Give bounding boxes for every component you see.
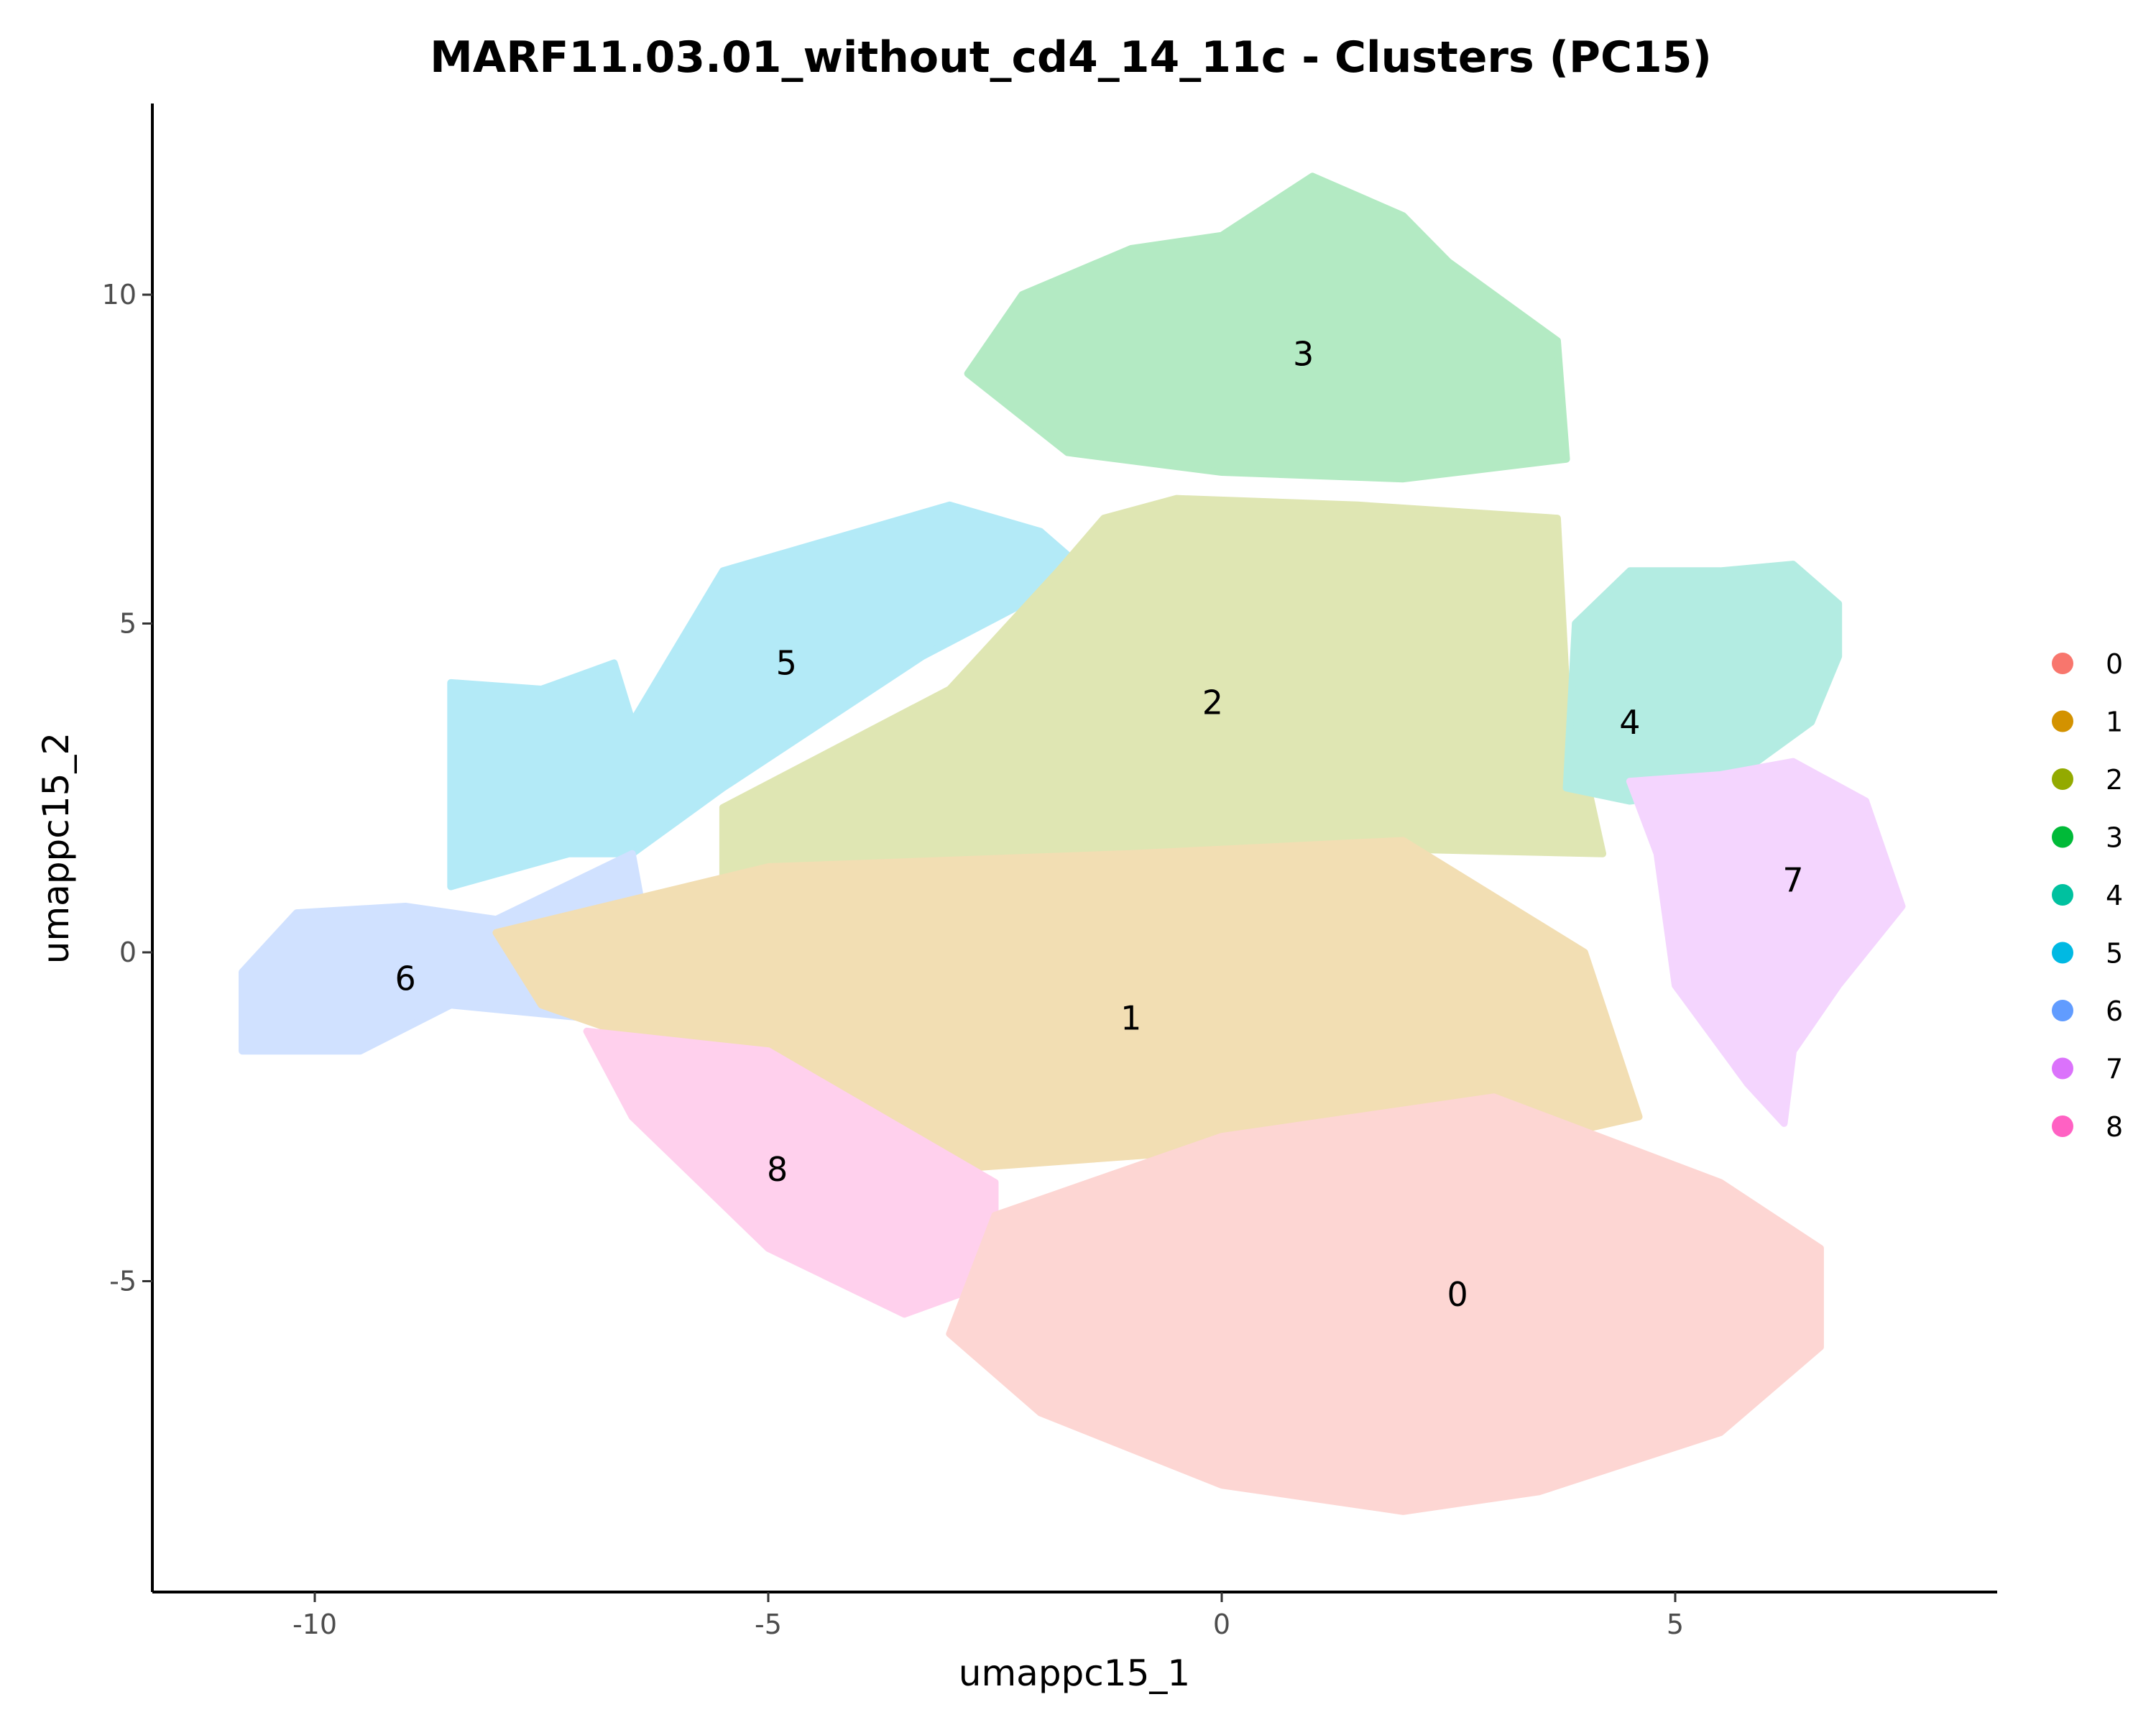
legend-swatch-0 [2052,653,2073,674]
legend-swatch-1 [2052,710,2073,732]
y-tick-label: 5 [119,608,137,640]
chart-title: MARF11.03.01_without_cd4_14_11c - Cluste… [430,32,1712,83]
cluster-label-6: 6 [395,960,416,998]
cluster-label-7: 7 [1782,860,1803,899]
y-tick-label: 0 [119,937,137,968]
cluster-8-region [583,1027,999,1318]
y-axis-title: umappc15_2 [35,732,77,964]
legend-label-6: 6 [2106,995,2123,1027]
cluster-label-8: 8 [767,1150,788,1189]
y-tick-label: -5 [109,1266,137,1297]
legend-label-7: 7 [2106,1054,2123,1085]
legend-swatch-2 [2052,768,2073,790]
cluster-label-1: 1 [1120,999,1141,1038]
cluster-0-region [946,1093,1824,1515]
x-axis-title: umappc15_1 [959,1652,1190,1694]
legend: 0 1 2 3 4 5 6 7 8 [2052,648,2123,1143]
cluster-5-region [447,501,1089,891]
x-tick-label: -5 [755,1609,782,1640]
legend-swatch-8 [2052,1116,2073,1137]
cluster-label-3: 3 [1293,334,1314,373]
legend-swatch-4 [2052,884,2073,906]
x-tick-label: -10 [292,1609,337,1640]
legend-label-8: 8 [2106,1111,2123,1143]
legend-label-5: 5 [2106,938,2123,970]
cluster-label-2: 2 [1202,683,1223,722]
cluster-3-region [964,172,1570,483]
x-tick-label: 5 [1667,1609,1684,1640]
legend-label-1: 1 [2106,707,2123,738]
legend-label-4: 4 [2106,880,2123,911]
cluster-label-4: 4 [1619,703,1640,742]
legend-swatch-3 [2052,826,2073,848]
legend-swatch-7 [2052,1057,2073,1080]
x-tick-label: 0 [1213,1609,1230,1640]
legend-label-3: 3 [2106,822,2123,854]
legend-swatch-6 [2052,1000,2073,1021]
cluster-label-0: 0 [1447,1275,1468,1314]
legend-label-2: 2 [2106,764,2123,796]
cluster-label-5: 5 [776,643,797,682]
cluster-7-region [1626,758,1906,1127]
cluster-labels: 0 1 2 3 4 5 6 7 8 [395,334,1804,1313]
cluster-regions [239,172,1906,1515]
legend-swatch-5 [2052,942,2073,964]
legend-label-0: 0 [2106,648,2123,680]
y-tick-label: 10 [102,279,137,310]
